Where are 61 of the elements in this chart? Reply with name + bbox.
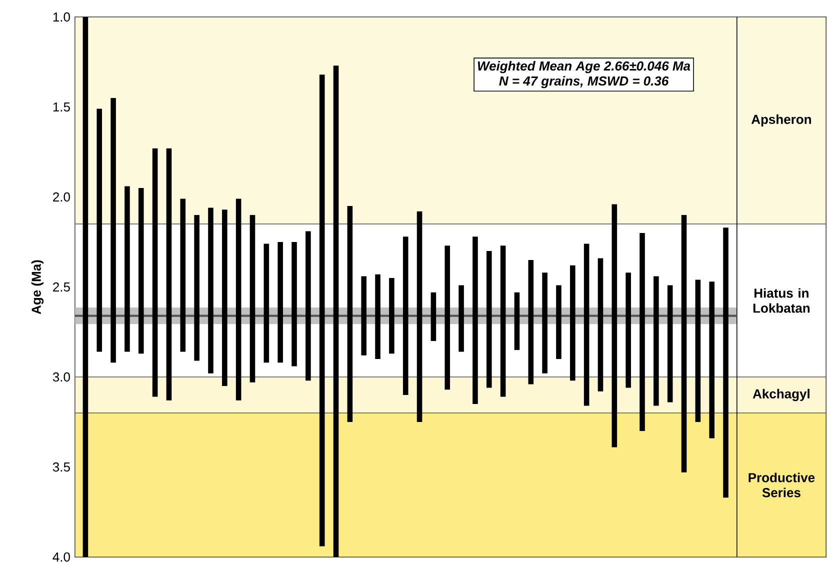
y-tick-label: 1.0: [53, 12, 70, 22]
bar: [236, 198, 242, 400]
band-label: Apsheron: [751, 114, 811, 127]
bar: [695, 280, 701, 422]
y-tick-label: 3.0: [52, 372, 70, 382]
bar: [333, 66, 339, 557]
bar: [292, 242, 297, 366]
bar: [654, 276, 659, 406]
bar: [264, 244, 270, 363]
bar: [444, 246, 450, 390]
bar: [82, 17, 88, 557]
y-axis-title: Age (Ma): [31, 260, 44, 314]
annotation: N = 47 grains, MSWD = 0.36: [499, 76, 669, 88]
bar: [152, 148, 158, 397]
band-label: Hiatus in Lokbatan: [753, 288, 810, 313]
bar: [166, 148, 172, 400]
y-tick-label: 1.5: [53, 102, 70, 112]
band-label: Akchagyl: [752, 388, 810, 402]
bar: [584, 244, 590, 406]
bar: [306, 231, 311, 381]
bar: [278, 242, 283, 363]
bar: [709, 282, 714, 438]
bar: [570, 265, 576, 381]
bar: [612, 204, 618, 448]
bar: [640, 232, 645, 431]
bar: [222, 210, 228, 386]
bar: [500, 246, 506, 397]
bar: [458, 285, 464, 352]
bar: [598, 258, 604, 392]
bar: [542, 272, 548, 374]
bar: [389, 278, 394, 354]
y-tick-label: 4.0: [52, 552, 70, 562]
bar: [472, 236, 478, 404]
y-tick-label: 3.5: [52, 462, 70, 472]
bar: [361, 276, 366, 356]
bar: [514, 292, 520, 350]
bar: [681, 215, 687, 472]
bar: [96, 108, 102, 352]
y-tick-label: 2.0: [53, 192, 70, 202]
annotation: Weighted Mean Age 2.66±0.046 Ma: [478, 61, 690, 74]
bar: [194, 215, 200, 361]
bar: [667, 285, 673, 402]
bar: [430, 292, 436, 341]
bar: [208, 208, 214, 374]
bar: [556, 285, 562, 359]
bar: [528, 260, 534, 384]
bar: [723, 228, 728, 498]
y-tick-label: 2.5: [53, 282, 70, 292]
bar: [416, 211, 422, 422]
bar: [402, 236, 408, 395]
bar: [486, 250, 492, 388]
band-label: Productive Series: [748, 472, 815, 498]
bar: [375, 274, 380, 359]
bar: [110, 98, 116, 363]
bar: [347, 206, 353, 422]
bar: [319, 74, 325, 546]
bar: [138, 188, 144, 354]
bar: [180, 198, 186, 352]
bar: [250, 215, 256, 382]
bar: [626, 272, 631, 388]
bar: [124, 186, 130, 352]
